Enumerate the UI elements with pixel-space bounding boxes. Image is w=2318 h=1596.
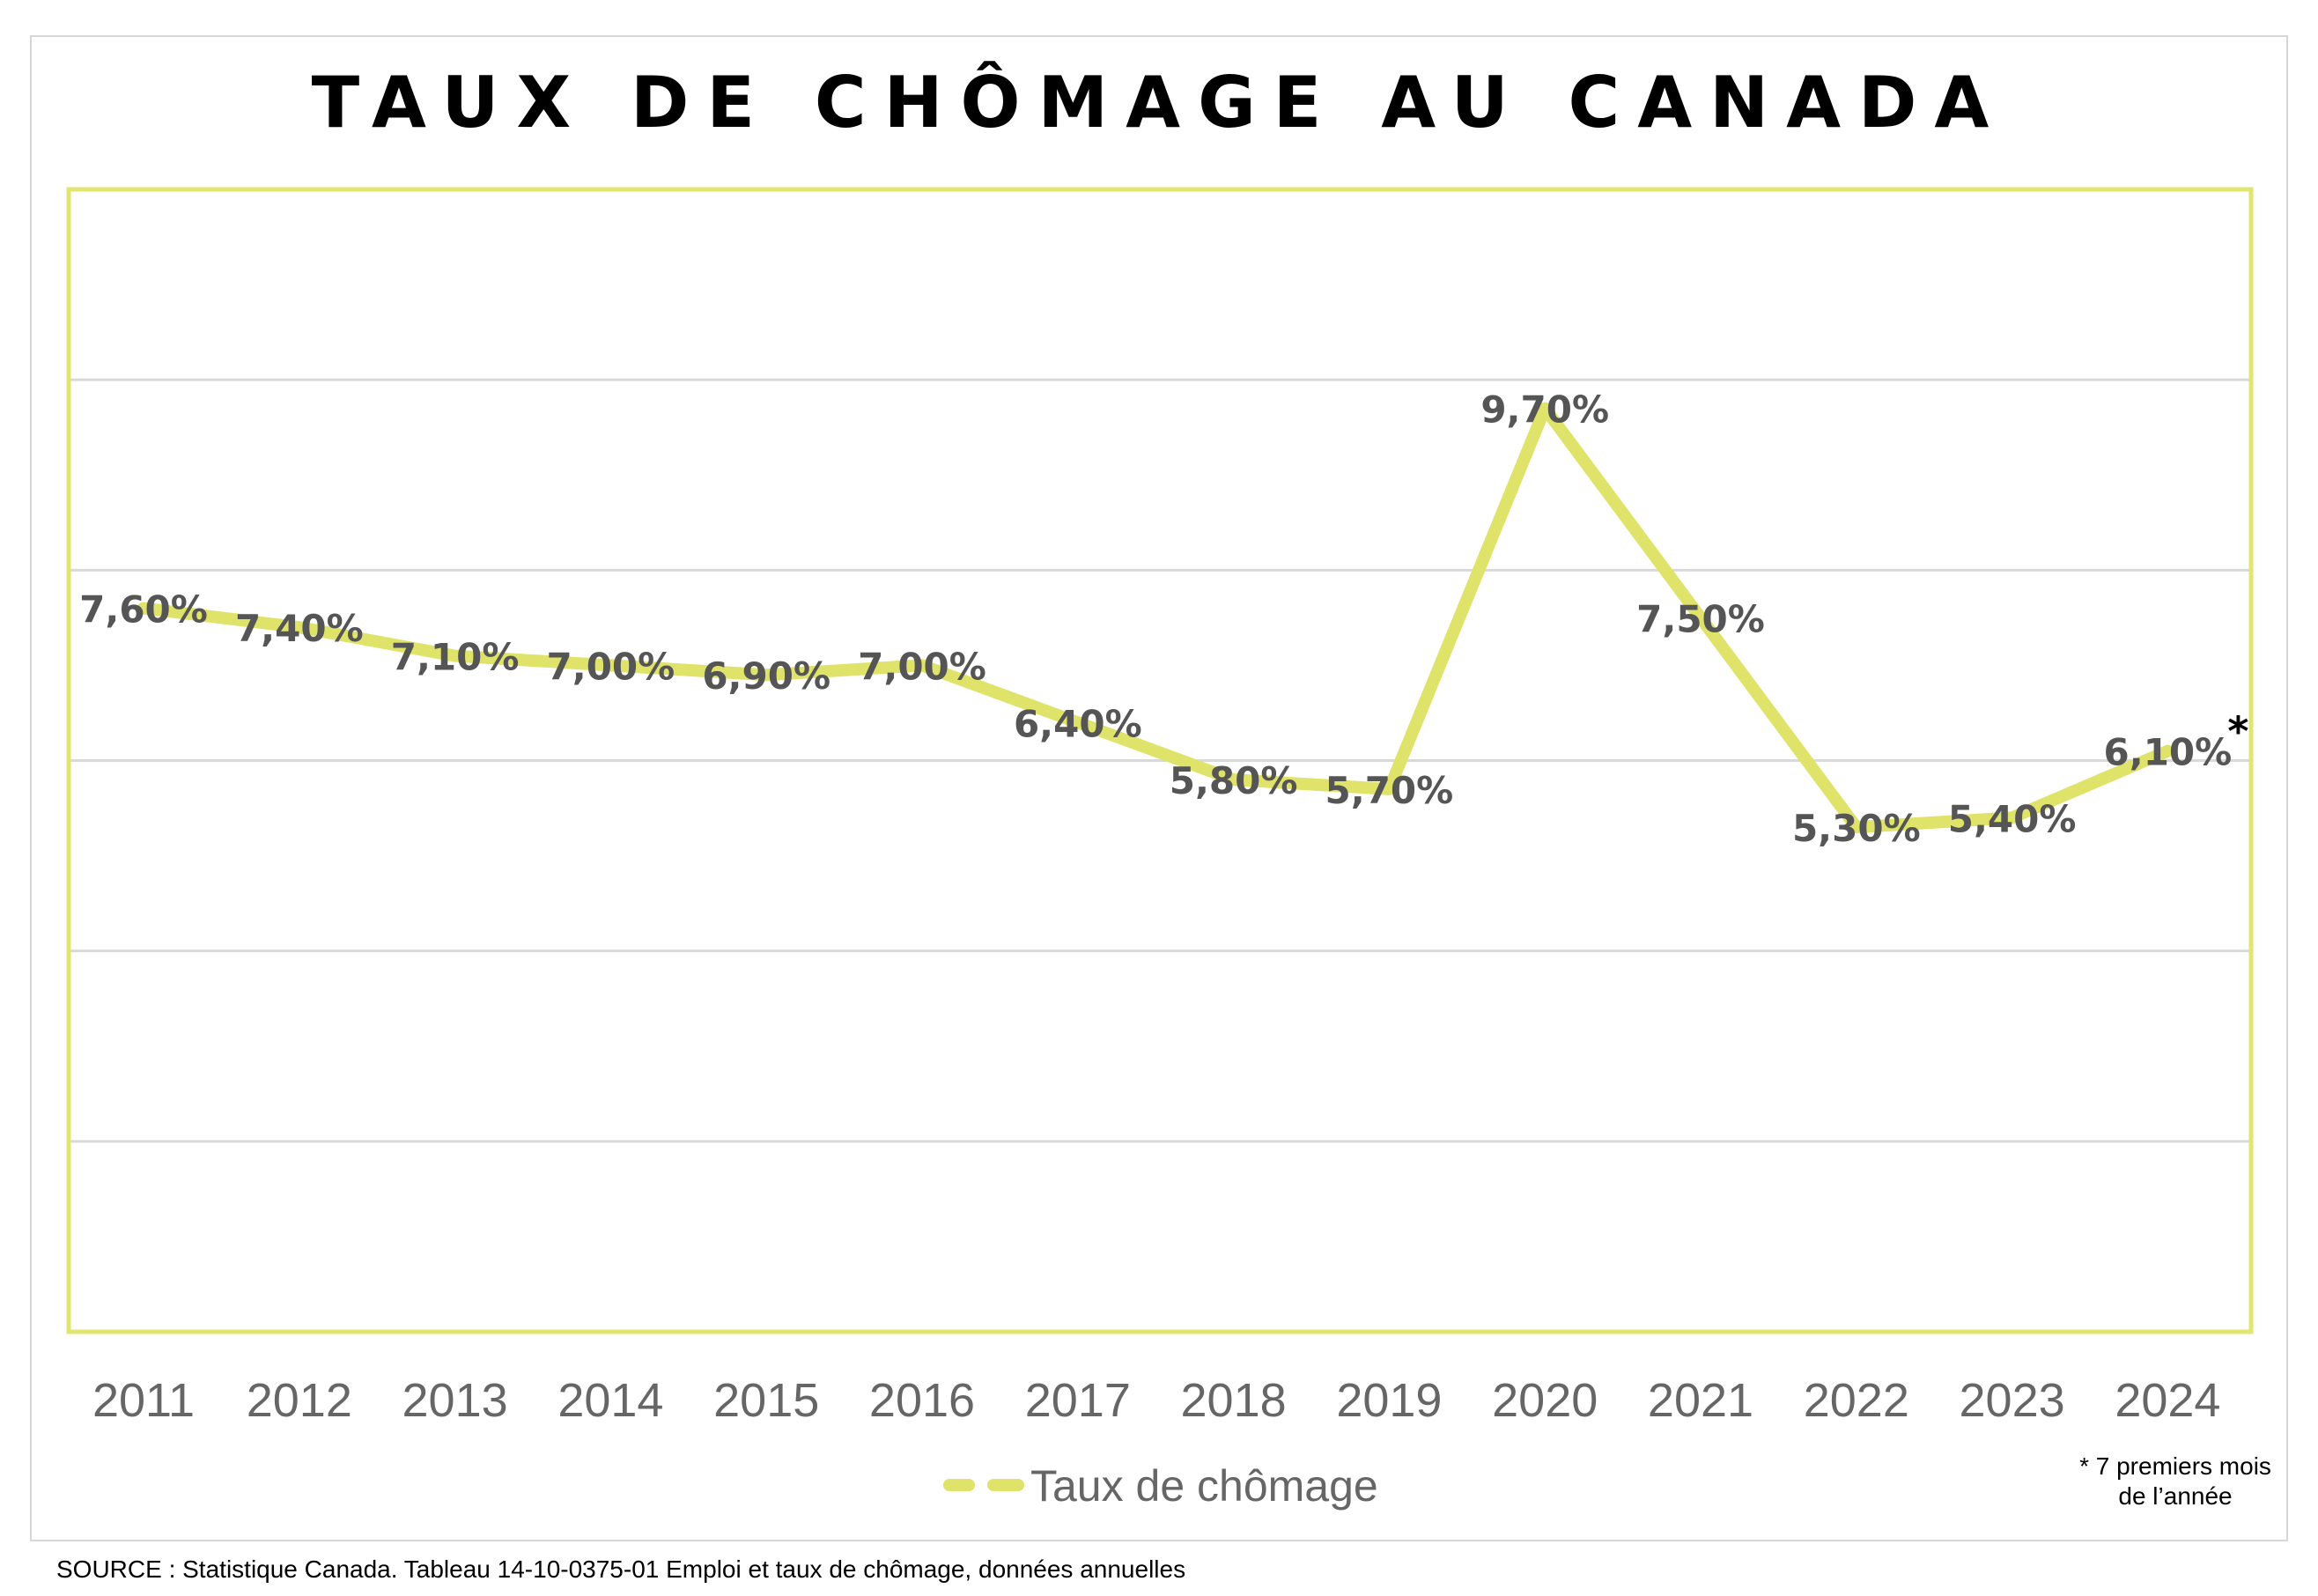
data-label: 5,30% [1792, 807, 1921, 850]
legend: Taux de chômage [943, 1461, 1378, 1511]
data-label: 6,90% [702, 654, 830, 698]
data-label: 6,10% [2104, 731, 2233, 774]
source-note: SOURCE : Statistique Canada. Tableau 14-… [56, 1555, 1186, 1583]
data-label: 5,80% [1170, 759, 1298, 802]
data-label: 9,70% [1480, 388, 1609, 432]
data-label: 7,10% [391, 636, 520, 679]
x-tick-label: 2014 [557, 1374, 663, 1427]
x-tick-label: 2011 [92, 1374, 195, 1427]
data-label: 6,40% [1014, 702, 1142, 745]
x-tick-label: 2020 [1492, 1374, 1598, 1427]
chart-frame [30, 35, 2288, 1541]
chart-title: TAUX DE CHÔMAGE AU CANADA [311, 62, 2007, 144]
footnote-line-2: de l’année [2118, 1482, 2233, 1510]
data-label: 7,50% [1636, 597, 1765, 640]
x-tick-label: 2017 [1025, 1374, 1131, 1427]
data-label: 7,60% [79, 588, 208, 632]
footnote-line-1: * 7 premiers mois [2079, 1452, 2271, 1480]
data-label: 5,40% [1948, 797, 2077, 840]
legend-label: Taux de chômage [1030, 1461, 1378, 1511]
x-tick-label: 2015 [713, 1374, 819, 1427]
x-tick-label: 2021 [1648, 1374, 1753, 1427]
data-label: 7,40% [235, 607, 364, 650]
series-line-taux-de-chomage [137, 402, 2174, 834]
x-tick-label: 2022 [1804, 1374, 1909, 1427]
partial-year-asterisk: * [2227, 708, 2248, 756]
data-label: 7,00% [858, 645, 986, 688]
x-tick-label: 2013 [402, 1374, 508, 1427]
x-tick-label: 2024 [2115, 1374, 2220, 1427]
x-tick-label: 2018 [1181, 1374, 1287, 1427]
x-tick-label: 2019 [1336, 1374, 1442, 1427]
x-tick-label: 2012 [247, 1374, 352, 1427]
x-tick-label: 2023 [1960, 1374, 2065, 1427]
footnote: * 7 premiers mois de l’année [2052, 1452, 2299, 1511]
data-label: 5,70% [1325, 769, 1454, 812]
plot-area-border [66, 187, 2254, 1334]
data-label: 7,00% [547, 645, 675, 688]
x-tick-label: 2016 [869, 1374, 975, 1427]
